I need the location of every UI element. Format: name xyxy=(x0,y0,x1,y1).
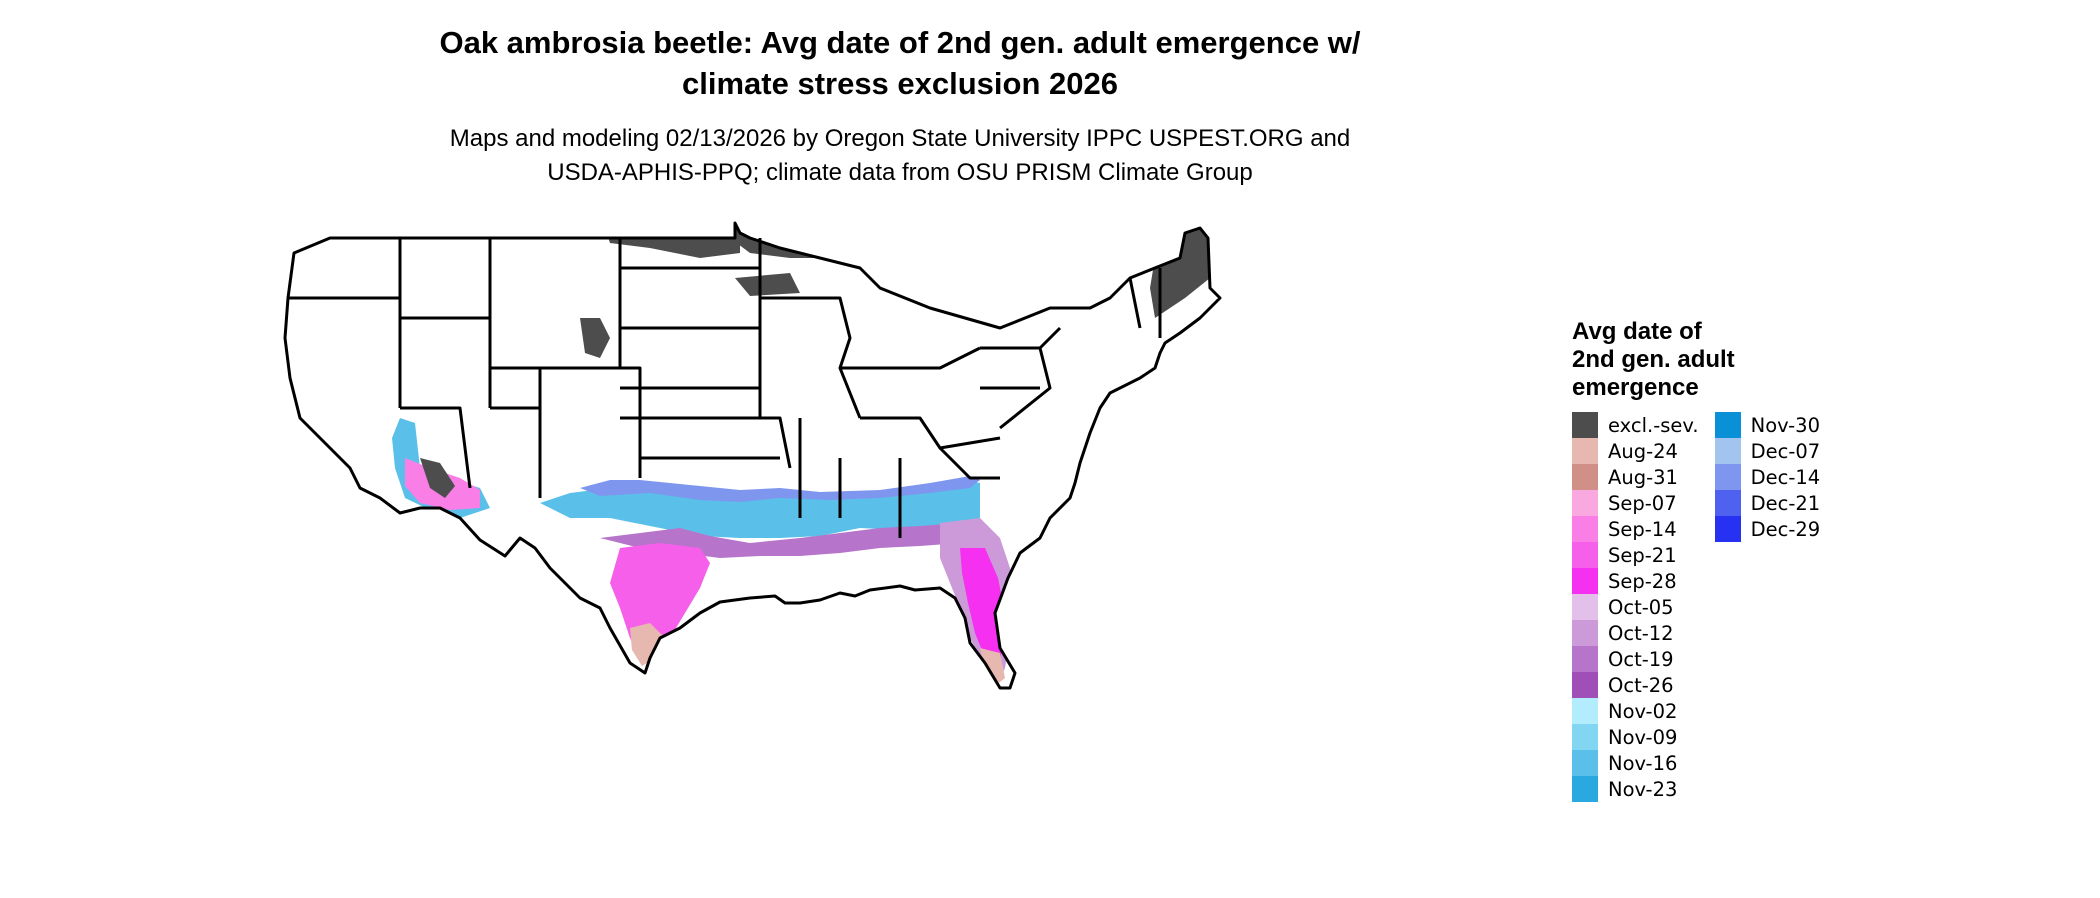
legend-item: Aug-31 xyxy=(1572,464,1699,490)
legend-item: Sep-14 xyxy=(1572,516,1699,542)
map-subtitle-line-1: Maps and modeling 02/13/2026 by Oregon S… xyxy=(449,125,1351,152)
legend-item: Oct-19 xyxy=(1572,646,1699,672)
legend-swatch xyxy=(1572,776,1598,802)
us-map xyxy=(283,221,1222,690)
conus-border xyxy=(283,221,1222,690)
legend-swatch xyxy=(1572,568,1598,594)
legend-label: Dec-21 xyxy=(1750,491,1821,515)
legend-label: Oct-12 xyxy=(1608,621,1674,645)
legend-label: Dec-07 xyxy=(1750,439,1821,463)
zone-wy-excl xyxy=(580,318,610,358)
zone-dec-band xyxy=(580,476,980,502)
zone-nov-band xyxy=(540,480,980,538)
zone-mi-excl xyxy=(735,273,800,296)
legend: Avg date of 2nd gen. adult emergence exc… xyxy=(1572,318,1820,802)
border-west xyxy=(288,238,642,498)
map-title: Oak ambrosia beetle: Avg date of 2nd gen… xyxy=(300,22,1500,104)
legend-swatch xyxy=(1714,412,1741,438)
legend-label: Sep-14 xyxy=(1608,517,1677,541)
legend-swatch xyxy=(1572,490,1598,516)
state-borders xyxy=(283,221,1222,690)
legend-label: Dec-14 xyxy=(1750,465,1821,489)
legend-item: Oct-05 xyxy=(1572,594,1699,620)
legend-label: Oct-19 xyxy=(1608,647,1674,671)
legend-swatch xyxy=(1572,750,1598,776)
legend-item: Oct-12 xyxy=(1572,620,1699,646)
zone-florida-sep xyxy=(960,548,1005,676)
map-subtitle: Maps and modeling 02/13/2026 by Oregon S… xyxy=(300,122,1500,190)
legend-label: Sep-21 xyxy=(1608,543,1677,567)
border-east xyxy=(938,268,1162,480)
border-midwest xyxy=(760,296,1001,538)
legend-item: Nov-09 xyxy=(1572,724,1699,750)
legend-swatch xyxy=(1572,542,1598,568)
legend-swatch xyxy=(1572,620,1598,646)
legend-label: excl.-sev. xyxy=(1608,413,1699,437)
legend-item: Nov-23 xyxy=(1572,776,1699,802)
legend-item: Sep-21 xyxy=(1572,542,1699,568)
legend-swatch xyxy=(1572,672,1598,698)
legend-swatch xyxy=(1572,724,1598,750)
legend-swatch xyxy=(1714,516,1741,542)
legend-swatch xyxy=(1572,646,1598,672)
legend-label: Nov-09 xyxy=(1608,725,1678,749)
legend-label: Aug-24 xyxy=(1608,439,1678,463)
legend-label: Aug-31 xyxy=(1608,465,1678,489)
legend-swatch xyxy=(1572,412,1598,438)
legend-swatch xyxy=(1572,698,1598,724)
legend-item: Dec-21 xyxy=(1714,490,1821,516)
legend-title-line-3: emergence xyxy=(1572,374,1699,401)
legend-label: Sep-28 xyxy=(1608,569,1677,593)
legend-swatch xyxy=(1714,464,1741,490)
legend-column-2: Nov-30 Dec-07 Dec-14 Dec-21 Dec-29 xyxy=(1714,412,1821,802)
legend-item: Nov-16 xyxy=(1572,750,1699,776)
legend-title-line-2: 2nd gen. adult xyxy=(1572,346,1735,373)
legend-swatch xyxy=(1572,438,1598,464)
map-title-line-1: Oak ambrosia beetle: Avg date of 2nd gen… xyxy=(439,25,1361,60)
legend-item: Nov-02 xyxy=(1572,698,1699,724)
legend-title-line-1: Avg date of xyxy=(1572,318,1702,345)
map-subtitle-line-2: USDA-APHIS-PPQ; climate data from OSU PR… xyxy=(547,159,1253,186)
legend-item: Sep-07 xyxy=(1572,490,1699,516)
legend-label: Nov-16 xyxy=(1608,751,1678,775)
legend-item: Dec-07 xyxy=(1714,438,1821,464)
legend-label: Sep-07 xyxy=(1608,491,1677,515)
border-plains xyxy=(618,238,792,469)
legend-swatch xyxy=(1714,490,1741,516)
legend-item: Oct-26 xyxy=(1572,672,1699,698)
map-title-line-2: climate stress exclusion 2026 xyxy=(682,66,1118,101)
legend-item: Dec-14 xyxy=(1714,464,1821,490)
legend-item: Nov-30 xyxy=(1714,412,1821,438)
legend-title: Avg date of 2nd gen. adult emergence xyxy=(1572,318,1820,402)
legend-item: Dec-29 xyxy=(1714,516,1821,542)
legend-label: Nov-02 xyxy=(1608,699,1678,723)
legend-item: Aug-24 xyxy=(1572,438,1699,464)
zone-florida-aug xyxy=(980,648,1005,686)
legend-label: Oct-05 xyxy=(1608,595,1674,619)
legend-label: Nov-23 xyxy=(1608,777,1678,801)
legend-swatch xyxy=(1714,438,1741,464)
legend-columns: excl.-sev. Aug-24 Aug-31 Sep-07 Sep-14 Sep-21… xyxy=(1572,412,1820,802)
legend-item: Sep-28 xyxy=(1572,568,1699,594)
legend-label: Dec-29 xyxy=(1750,517,1821,541)
legend-label: Oct-26 xyxy=(1608,673,1674,697)
legend-swatch xyxy=(1572,516,1598,542)
legend-swatch xyxy=(1572,464,1598,490)
legend-swatch xyxy=(1572,594,1598,620)
legend-column-1: excl.-sev. Aug-24 Aug-31 Sep-07 Sep-14 Sep-21… xyxy=(1572,412,1699,802)
zone-southwest-excl xyxy=(420,458,455,498)
legend-label: Nov-30 xyxy=(1750,413,1820,437)
legend-item: excl.-sev. xyxy=(1572,412,1699,438)
